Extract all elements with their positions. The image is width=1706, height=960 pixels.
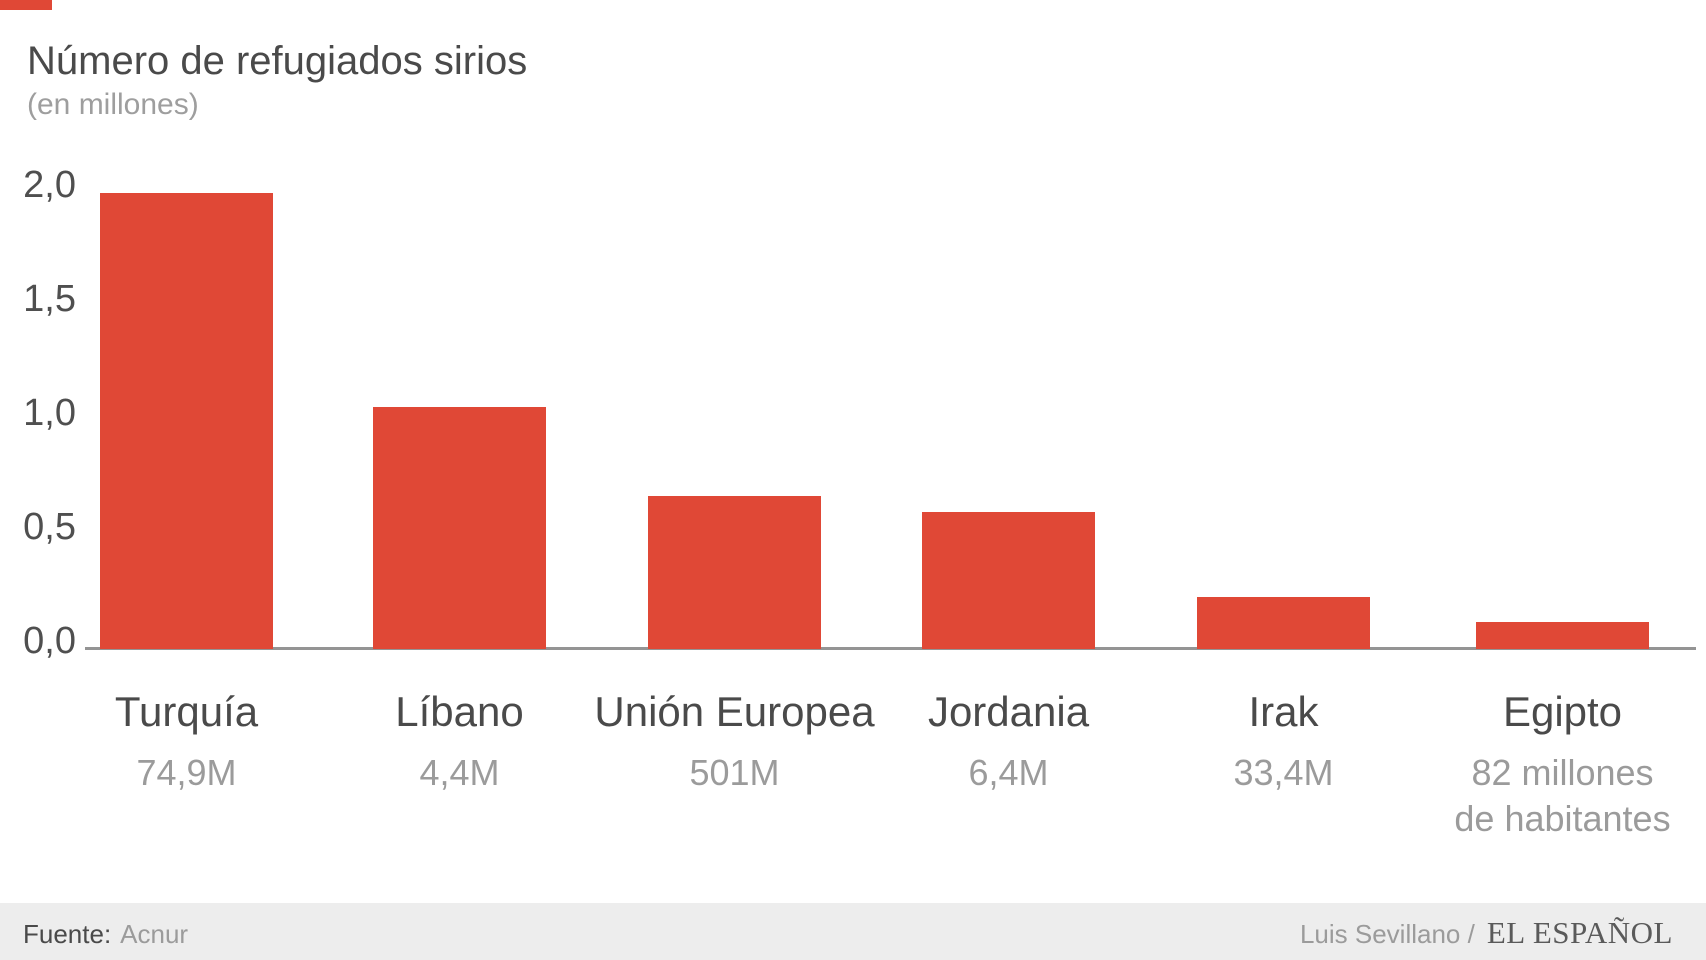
chart-bar bbox=[922, 512, 1095, 649]
chart-bar bbox=[373, 407, 546, 649]
category-label: Egipto bbox=[1502, 688, 1623, 735]
y-axis-tick-label: 0,5 bbox=[23, 506, 76, 548]
chart-bar bbox=[1476, 622, 1649, 649]
category-sublabel: 6,4M bbox=[968, 752, 1049, 793]
category-label: Unión Europea bbox=[594, 688, 875, 735]
category-label: Jordania bbox=[927, 688, 1090, 735]
chart-bar bbox=[1197, 597, 1370, 649]
footer-bar: Fuente: Acnur Luis Sevillano / EL ESPAÑO… bbox=[0, 903, 1706, 960]
category-sublabel: 501M bbox=[689, 752, 780, 793]
chart-bar bbox=[100, 193, 273, 649]
chart-bar bbox=[648, 496, 821, 649]
chart-title: Número de refugiados sirios bbox=[27, 39, 528, 83]
chart-area: 2,0 1,5 1,0 0,5 0,0 Turquía 74,9M Líbano 4,4M Uni… bbox=[23, 164, 1696, 839]
category-sublabel: 4,4M bbox=[419, 752, 500, 793]
category-sublabel: 33,4M bbox=[1233, 752, 1334, 793]
category-label: Líbano bbox=[395, 688, 524, 735]
category-sublabel: 82 millones de habitantes bbox=[1454, 752, 1671, 839]
brand-logo: EL ESPAÑOL bbox=[1486, 915, 1673, 950]
chart-subtitle: (en millones) bbox=[27, 88, 199, 121]
x-axis-line bbox=[85, 647, 1696, 650]
y-axis-tick-label: 0,0 bbox=[23, 620, 76, 662]
credit-author: Luis Sevillano / bbox=[1299, 919, 1475, 949]
category-label: Irak bbox=[1248, 688, 1319, 735]
source-value: Acnur bbox=[120, 919, 189, 949]
y-axis-tick-label: 1,0 bbox=[23, 392, 76, 434]
y-axis-tick-label: 2,0 bbox=[23, 164, 76, 206]
source-label: Fuente: bbox=[23, 919, 112, 949]
brand-corner-mark bbox=[0, 0, 52, 10]
y-axis-tick-label: 1,5 bbox=[23, 278, 76, 320]
category-label: Turquía bbox=[114, 688, 259, 735]
category-sublabel: 74,9M bbox=[136, 752, 237, 793]
